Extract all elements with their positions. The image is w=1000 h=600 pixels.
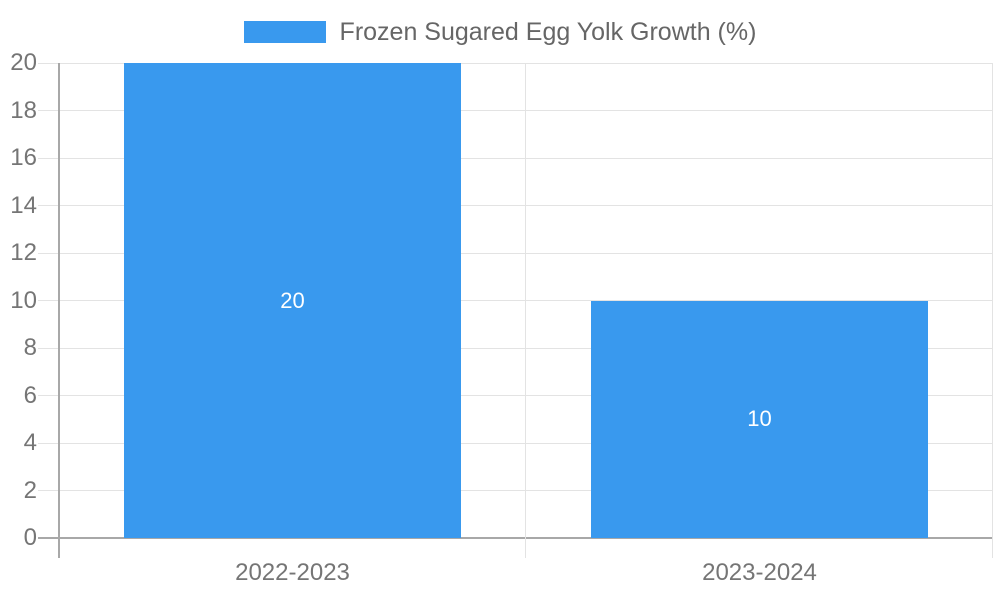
bar-value-label: 10	[747, 406, 772, 432]
gridline	[38, 300, 993, 301]
y-tick-label: 12	[10, 239, 37, 266]
gridline	[38, 490, 993, 491]
vertical-gridline	[525, 63, 526, 558]
y-tick-label: 6	[23, 381, 37, 409]
y-tick-label: 0	[23, 524, 37, 551]
gridline	[38, 157, 993, 159]
x-tick-label: 2023-2024	[702, 559, 817, 586]
y-tick-label: 4	[23, 429, 37, 456]
vertical-gridline	[992, 63, 993, 558]
gridline	[38, 205, 993, 206]
legend-swatch-icon	[243, 21, 326, 43]
x-axis-line	[38, 537, 993, 539]
bar-2022-2023[interactable]: 20	[124, 63, 461, 538]
x-tick-label: 2022-2023	[235, 559, 350, 586]
bar-value-label: 20	[280, 287, 305, 313]
gridline	[38, 347, 993, 349]
gridline	[38, 395, 993, 396]
legend-item[interactable]: Frozen Sugared Egg Yolk Growth (%)	[243, 17, 757, 46]
y-tick-label: 8	[23, 334, 37, 361]
gridline	[38, 110, 993, 111]
bar-2023-2024[interactable]: 10	[591, 300, 928, 538]
gridline	[38, 62, 993, 64]
y-tick-label: 2	[23, 476, 37, 504]
y-axis-line	[58, 63, 60, 558]
y-tick-label: 18	[10, 96, 37, 124]
y-tick-label: 20	[10, 49, 37, 76]
y-tick-label: 14	[10, 191, 37, 219]
y-tick-label: 10	[10, 286, 37, 314]
gridline	[38, 252, 993, 254]
y-tick-label: 16	[10, 144, 37, 171]
x-axis-labels: 2022-2023 2023-2024	[59, 561, 993, 587]
legend-label: Frozen Sugared Egg Yolk Growth (%)	[339, 17, 757, 46]
y-axis-labels: 0 2 4 6 8 10 12 14 16 18 20	[0, 51, 37, 550]
legend: Frozen Sugared Egg Yolk Growth (%)	[0, 16, 1000, 48]
gridline	[38, 442, 993, 444]
plot-area: 20 10	[38, 62, 993, 558]
